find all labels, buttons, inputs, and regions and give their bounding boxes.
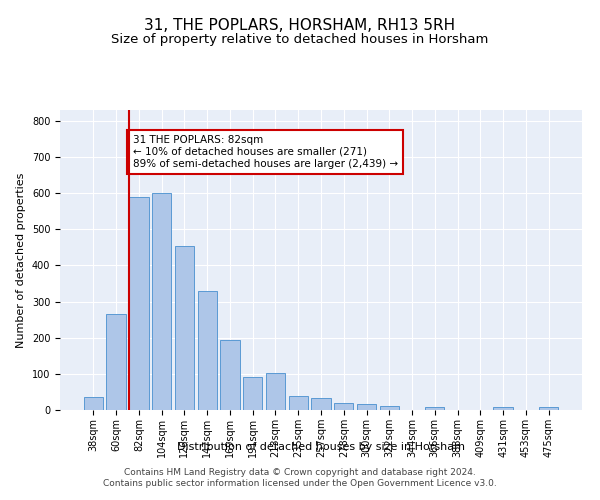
Text: Contains HM Land Registry data © Crown copyright and database right 2024.: Contains HM Land Registry data © Crown c… [124,468,476,477]
Bar [380,406,399,410]
Text: Size of property relative to detached houses in Horsham: Size of property relative to detached ho… [112,32,488,46]
Text: Contains public sector information licensed under the Open Government Licence v3: Contains public sector information licen… [103,480,497,488]
Y-axis label: Number of detached properties: Number of detached properties [16,172,26,348]
Bar [197,290,217,410]
Bar [289,396,308,410]
Bar [243,378,262,410]
Bar [129,196,149,410]
Bar [357,404,376,410]
Bar [106,314,126,410]
Bar [311,398,331,410]
Bar [493,407,513,410]
Bar [334,404,353,410]
Bar [175,246,194,410]
Bar [425,408,445,410]
Text: Distribution of detached houses by size in Horsham: Distribution of detached houses by size … [177,442,465,452]
Bar [220,340,239,410]
Bar [266,373,285,410]
Bar [539,407,558,410]
Text: 31, THE POPLARS, HORSHAM, RH13 5RH: 31, THE POPLARS, HORSHAM, RH13 5RH [145,18,455,32]
Text: 31 THE POPLARS: 82sqm
← 10% of detached houses are smaller (271)
89% of semi-det: 31 THE POPLARS: 82sqm ← 10% of detached … [133,136,398,168]
Bar [152,193,172,410]
Bar [84,398,103,410]
